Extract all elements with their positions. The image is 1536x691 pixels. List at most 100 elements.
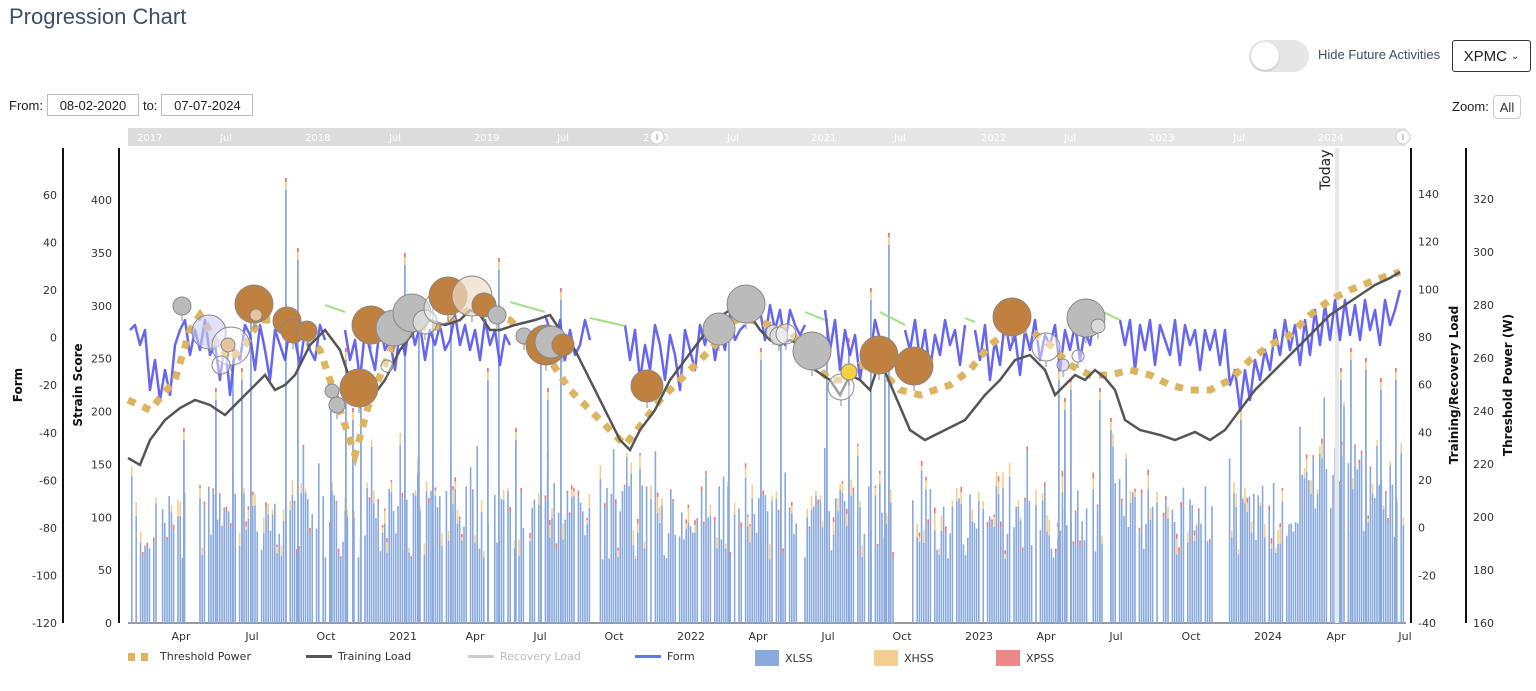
navigator-label: 2024 <box>1318 133 1343 144</box>
navigator[interactable]: 2017Jul2018Jul2019Jul2020Jul2021Jul2022J… <box>128 128 1411 146</box>
from-date-input[interactable] <box>46 94 139 116</box>
activity-bubble[interactable] <box>840 363 858 381</box>
box-swatch-icon <box>874 650 898 666</box>
activity-bubble[interactable] <box>1090 318 1106 334</box>
activity-bubble[interactable] <box>775 323 797 345</box>
metric-select[interactable]: XPMC ⌄ <box>1452 40 1531 72</box>
form-tick: -100 <box>32 569 57 582</box>
activity-bubble[interactable] <box>630 369 664 403</box>
power-axis-title: Threshold Power (W) <box>1501 314 1515 456</box>
threshold_power-tick: 160 <box>1473 617 1494 630</box>
today-marker <box>1335 148 1339 623</box>
activity-bubble[interactable] <box>792 331 832 371</box>
activity-bubble[interactable] <box>249 308 263 322</box>
training_recovery_load-tick: 20 <box>1418 474 1432 487</box>
toggle-knob <box>1251 42 1279 70</box>
to-label: to: <box>142 97 158 113</box>
navigator-label: Jul <box>219 133 232 144</box>
training_recovery_load-tick: 0 <box>1418 522 1425 535</box>
hide-future-toggle[interactable] <box>1249 40 1309 72</box>
navigator-label: Jul <box>893 133 906 144</box>
threshold_power-tick: 180 <box>1473 564 1494 577</box>
form-tick: 40 <box>43 237 57 250</box>
activity-bubble[interactable] <box>551 333 575 357</box>
to-date-input[interactable] <box>161 94 254 116</box>
activity-bubble[interactable] <box>380 359 394 373</box>
activity-bubble[interactable] <box>339 368 379 408</box>
activity-bubble[interactable] <box>392 293 432 333</box>
training_recovery_load-tick: 40 <box>1418 426 1432 439</box>
form-axis-title: Form <box>11 368 25 402</box>
chevron-down-icon: ⌄ <box>1510 50 1520 62</box>
activity-bubble[interactable] <box>172 296 192 316</box>
form-tick: -60 <box>39 474 57 487</box>
training_recovery_load-tick: 120 <box>1418 236 1439 249</box>
activity-bubble[interactable] <box>211 355 231 375</box>
activity-bubble[interactable] <box>1056 358 1070 372</box>
activity-bubble[interactable] <box>234 284 274 324</box>
line-swatch-icon <box>635 655 661 658</box>
plot-area[interactable]: Today <box>126 148 1405 623</box>
legend-recovery-load[interactable]: Recovery Load <box>468 650 581 663</box>
activity-bubble[interactable] <box>296 320 318 342</box>
legend-threshold-power[interactable]: Threshold Power <box>128 650 251 663</box>
strain_score-tick: 50 <box>98 564 112 577</box>
threshold_power-tick: 280 <box>1473 299 1494 312</box>
activity-bubble[interactable] <box>992 297 1032 337</box>
threshold_power-tick: 320 <box>1473 193 1494 206</box>
navigator-label: Jul <box>726 133 739 144</box>
line-swatch-icon <box>468 655 494 658</box>
x-tick: Jul <box>244 630 258 643</box>
zoom-all-button[interactable]: All <box>1493 95 1521 119</box>
activity-bubble[interactable] <box>487 305 507 325</box>
activity-bubble[interactable] <box>191 314 227 350</box>
x-tick: 2024 <box>1254 630 1282 643</box>
activity-bubble[interactable] <box>220 337 236 353</box>
load-axis-title: Training/Recovery Load <box>1447 306 1461 464</box>
x-tick: Apr <box>748 630 768 643</box>
x-tick: Apr <box>1036 630 1056 643</box>
activity-bubble[interactable] <box>894 346 934 386</box>
legend-xpss[interactable]: XPSS <box>996 650 1054 666</box>
navigator-label: 2018 <box>305 133 330 144</box>
activity-bubble[interactable] <box>324 383 340 399</box>
training_recovery_load-tick: -40 <box>1418 617 1436 630</box>
activity-bubbles[interactable] <box>172 275 1106 419</box>
x-tick: Apr <box>1326 630 1346 643</box>
activity-bubble[interactable] <box>702 312 736 346</box>
legend-training-load[interactable]: Training Load <box>306 650 411 663</box>
legend: Threshold Power Training Load Recovery L… <box>0 650 1536 668</box>
navigator-label: Jul <box>1063 133 1076 144</box>
strain_score-tick: 200 <box>91 406 112 419</box>
training_recovery_load-tick: 60 <box>1418 379 1432 392</box>
x-tick: Apr <box>171 630 191 643</box>
strain-axis-title: Strain Score <box>71 343 85 426</box>
x-tick: Jul <box>820 630 834 643</box>
activity-bubble[interactable] <box>412 309 438 335</box>
navigator-label: Jul <box>556 133 569 144</box>
threshold_power-tick: 200 <box>1473 511 1494 524</box>
legend-form[interactable]: Form <box>635 650 695 663</box>
legend-xlss[interactable]: XLSS <box>755 650 813 666</box>
today-label: Today <box>1318 150 1334 192</box>
strain_score-tick: 0 <box>105 617 112 630</box>
x-tick: Oct <box>892 630 912 643</box>
threshold_power-tick: 240 <box>1473 405 1494 418</box>
zoom-label: Zoom: <box>1452 99 1489 114</box>
activity-bubble[interactable] <box>328 396 346 414</box>
navigator-label: 2019 <box>474 133 499 144</box>
strain_score-tick: 350 <box>91 247 112 260</box>
legend-xhss[interactable]: XHSS <box>874 650 934 666</box>
form-tick: -120 <box>32 617 57 630</box>
activity-bubble[interactable] <box>859 335 899 375</box>
activity-bubble[interactable] <box>726 284 766 324</box>
form-tick: -20 <box>39 379 57 392</box>
page-title: Progression Chart <box>9 4 187 29</box>
x-tick: Jul <box>1108 630 1122 643</box>
activity-bubble[interactable] <box>1031 332 1061 362</box>
activity-bubble[interactable] <box>1071 349 1085 363</box>
strain_score-tick: 300 <box>91 300 112 313</box>
training_recovery_load-tick: 140 <box>1418 188 1439 201</box>
from-label: From: <box>9 97 43 113</box>
